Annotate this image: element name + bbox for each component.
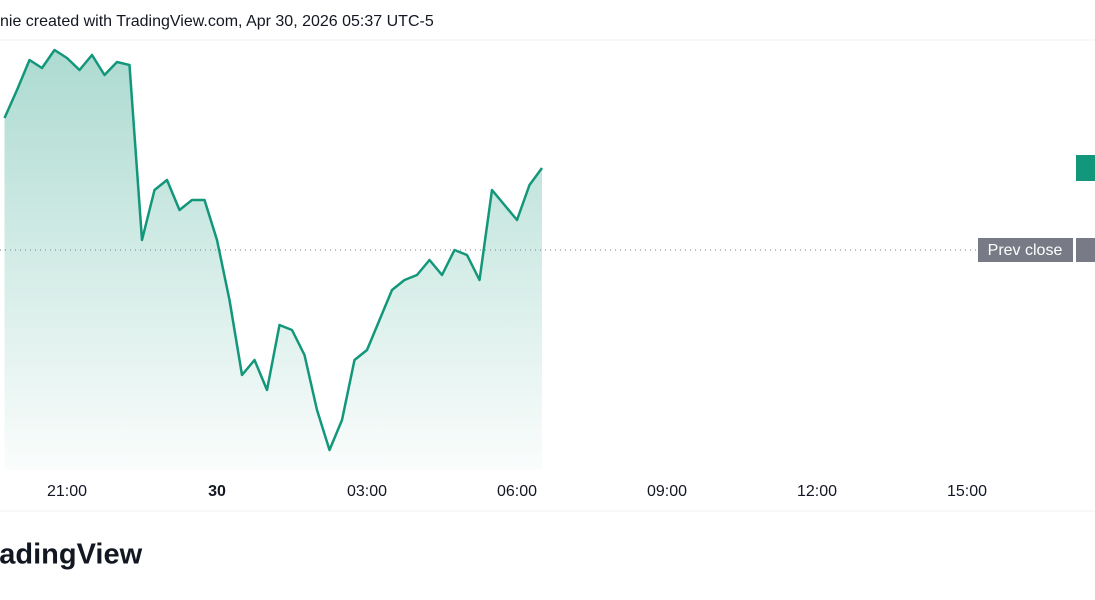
price-line [3, 48, 544, 452]
prev-close-tag [978, 238, 1073, 262]
x-tick-label: 12:00 [797, 483, 837, 500]
x-tick-label: 15:00 [947, 483, 987, 500]
x-tick-label: 09:00 [647, 483, 687, 500]
header: nie created with TradingView.com, Apr 30… [0, 13, 434, 30]
area-fill [4, 50, 542, 470]
x-tick-label: 03:00 [347, 483, 387, 500]
x-tick-label: 30 [208, 483, 226, 500]
x-tick-label: 06:00 [497, 483, 537, 500]
last-price-tag [1076, 155, 1095, 181]
prev-close-label: Prev close [988, 242, 1063, 259]
prev-close-price-tag [1076, 238, 1095, 262]
x-tick-label: 21:00 [47, 483, 87, 500]
logo: radingView [0, 539, 143, 571]
